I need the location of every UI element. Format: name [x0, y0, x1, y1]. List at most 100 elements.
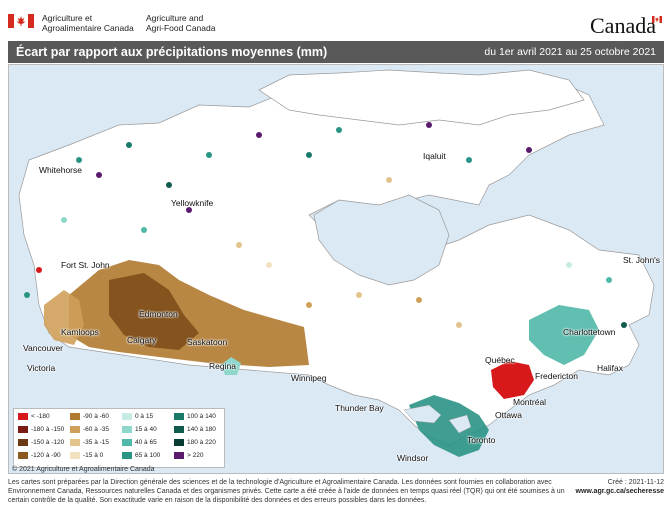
city-label-halifax: Halifax [597, 363, 623, 373]
legend-swatch [70, 413, 80, 420]
org-fr-line2: Agroalimentaire Canada [42, 23, 134, 33]
legend-label: > 220 [187, 452, 204, 460]
date-range: du 1er avril 2021 au 25 octobre 2021 [484, 46, 656, 58]
legend-item: 40 à 65 [122, 439, 157, 446]
legend: < -180 -180 à -150 -150 à -120 -120 à -90 -9… [13, 408, 225, 468]
city-label-calgary: Calgary [127, 335, 157, 345]
bc-deficit-area [44, 290, 84, 345]
copyright: © 2021 Agriculture et Agroalimentaire Ca… [12, 466, 155, 473]
legend-item: 140 à 180 [174, 426, 216, 433]
legend-label: 40 à 65 [135, 439, 157, 447]
legend-label: 15 à 40 [135, 426, 157, 434]
created-info: Créé : 2021-11-12 www.agr.gc.ca/secheres… [576, 478, 664, 496]
org-en-line2: Agri-Food Canada [146, 23, 216, 33]
legend-swatch [18, 426, 28, 433]
canada-wordmark: Canada [590, 13, 656, 38]
legend-label: -60 à -35 [83, 426, 110, 434]
created-date: Créé : 2021-11-12 [607, 479, 664, 486]
legend-label: -90 à -60 [83, 413, 110, 421]
org-name-fr: Agriculture et Agroalimentaire Canada [42, 13, 142, 33]
city-label-ottawa: Ottawa [495, 410, 522, 420]
footer-disclaimer: Les cartes sont préparées par la Directi… [8, 479, 565, 504]
org-name-en: Agriculture and Agri-Food Canada [146, 13, 246, 33]
legend-item: -35 à -15 [70, 439, 109, 446]
city-label-whitehorse: Whitehorse [39, 165, 82, 175]
quebec-surplus-area [529, 305, 599, 365]
legend-item: -60 à -35 [70, 426, 109, 433]
legend-label: -120 à -90 [31, 452, 61, 460]
prairies-severe-deficit [109, 273, 199, 350]
legend-swatch [18, 413, 28, 420]
legend-item: -120 à -90 [18, 452, 61, 459]
legend-swatch [70, 452, 80, 459]
legend-item: 100 à 140 [174, 413, 216, 420]
legend-label: 140 à 180 [187, 426, 216, 434]
legend-item: -180 à -150 [18, 426, 64, 433]
legend-swatch [70, 426, 80, 433]
map-canvas [9, 65, 663, 473]
legend-swatch [174, 439, 184, 446]
legend-item: 15 à 40 [122, 426, 157, 433]
header: Agriculture et Agroalimentaire Canada Ag… [0, 0, 672, 40]
city-label-victoria: Victoria [27, 363, 56, 373]
legend-swatch [122, 413, 132, 420]
org-en-line1: Agriculture and [146, 13, 204, 23]
legend-label: 180 à 220 [187, 439, 216, 447]
legend-item: > 220 [174, 452, 203, 459]
legend-item: -90 à -60 [70, 413, 109, 420]
city-label-yellowknife: Yellowknife [171, 198, 214, 208]
legend-label: -150 à -120 [31, 439, 65, 447]
city-label-thunder-bay: Thunder Bay [335, 403, 384, 413]
legend-item: -15 à 0 [70, 452, 103, 459]
quebec-extreme-deficit [491, 361, 534, 399]
org-fr-line1: Agriculture et [42, 13, 93, 23]
map[interactable]: Whitehorse Yellowknife Iqaluit Fort St. … [8, 64, 664, 474]
city-label-kamloops: Kamloops [61, 327, 99, 337]
title-bar: Écart par rapport aux précipitations moy… [8, 41, 664, 63]
legend-swatch [70, 439, 80, 446]
legend-swatch [122, 426, 132, 433]
map-title: Écart par rapport aux précipitations moy… [16, 45, 328, 59]
station-markers [24, 122, 627, 328]
city-label-windsor: Windsor [397, 453, 429, 463]
city-label-iqaluit: Iqaluit [423, 151, 446, 161]
legend-swatch [18, 439, 28, 446]
city-label-fort-st-john: Fort St. John [61, 260, 110, 270]
regina-surplus-patch [221, 357, 241, 375]
city-label-toronto: Toronto [467, 435, 496, 445]
hudson-bay [313, 194, 450, 286]
city-label-montreal: Montréal [513, 397, 547, 407]
city-label-edmonton: Edmonton [139, 309, 178, 319]
legend-swatch [18, 452, 28, 459]
wordmark-flag-icon [652, 16, 662, 23]
city-label-st-johns: St. John's [623, 255, 661, 265]
city-label-quebec: Québec [485, 355, 515, 365]
legend-item: 0 à 15 [122, 413, 153, 420]
city-label-winnipeg: Winnipeg [291, 373, 327, 383]
source-url[interactable]: www.agr.gc.ca/secheresse [575, 488, 664, 495]
legend-label: < -180 [31, 413, 50, 421]
legend-label: -15 à 0 [83, 452, 104, 460]
legend-label: 100 à 140 [187, 413, 216, 421]
city-label-charlottetown: Charlottetown [563, 327, 616, 337]
legend-swatch [174, 413, 184, 420]
city-label-vancouver: Vancouver [23, 343, 64, 353]
city-label-saskatoon: Saskatoon [187, 337, 228, 347]
city-label-regina: Regina [209, 361, 236, 371]
legend-label: -35 à -15 [83, 439, 110, 447]
great-lakes [403, 404, 472, 434]
legend-item: -150 à -120 [18, 439, 64, 446]
legend-item: < -180 [18, 413, 50, 420]
legend-label: -180 à -150 [31, 426, 65, 434]
canada-flag-icon [8, 14, 34, 28]
legend-swatch [122, 439, 132, 446]
legend-swatch [174, 426, 184, 433]
arctic-islands [258, 69, 585, 126]
legend-swatch [122, 452, 132, 459]
legend-item: 180 à 220 [174, 439, 216, 446]
legend-label: 65 à 100 [135, 452, 161, 460]
legend-item: 65 à 100 [122, 452, 160, 459]
city-label-fredericton: Fredericton [535, 371, 578, 381]
legend-swatch [174, 452, 184, 459]
legend-label: 0 à 15 [135, 413, 154, 421]
